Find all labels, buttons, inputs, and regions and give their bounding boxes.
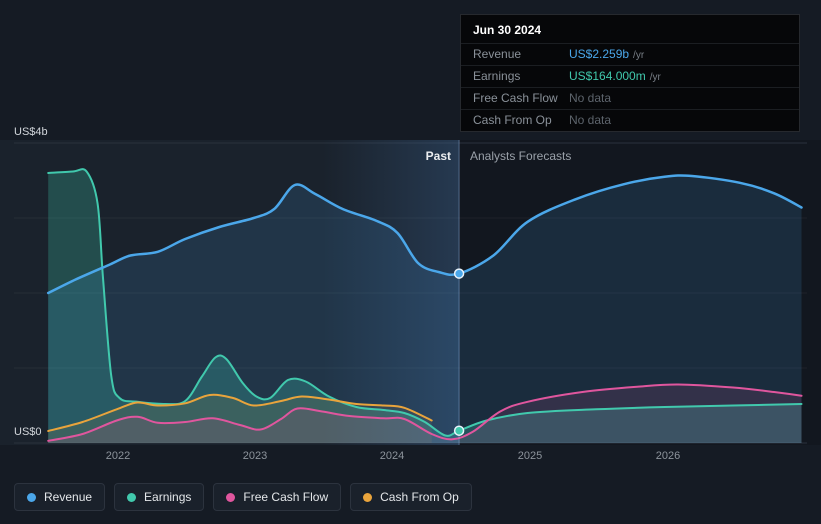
revenue-line	[46, 174, 803, 295]
tooltip-label-revenue: Revenue	[473, 47, 522, 61]
legend-label-cash-from-op: Cash From Op	[380, 490, 459, 504]
tooltip-row-revenue: Revenue US$2.259b /yr	[461, 43, 799, 65]
past-region-label: Past	[425, 149, 451, 163]
legend-label-earnings: Earnings	[144, 490, 192, 504]
earnings-line	[47, 168, 803, 437]
forecast-region-label: Analysts Forecasts	[470, 149, 572, 163]
x-tick-2022: 2022	[105, 450, 131, 462]
legend-label-free-cash-flow: Free Cash Flow	[243, 490, 329, 504]
legend-item-free-cash-flow[interactable]: Free Cash Flow	[213, 483, 342, 511]
plot-group	[46, 140, 803, 445]
tooltip-value-0: US$2.259b	[569, 47, 630, 61]
tooltip: Jun 30 2024 Revenue US$2.259b /yr Earnin…	[460, 14, 800, 132]
legend-item-earnings[interactable]: Earnings	[114, 483, 205, 511]
y-axis-top-label: US$4b	[14, 126, 48, 138]
tooltip-value-1: US$164.000m	[569, 69, 646, 83]
y-axis-zero-label: US$0	[14, 426, 42, 438]
tooltip-row-free-cash-flow: Free Cash Flow No data	[461, 87, 799, 109]
highlight-band	[322, 140, 460, 445]
tooltip-date: Jun 30 2024	[473, 23, 542, 37]
tooltip-label-earnings: Earnings	[473, 69, 521, 83]
cash-from-op-line	[47, 393, 433, 432]
revenue-marker[interactable]	[453, 268, 465, 279]
legend-item-cash-from-op[interactable]: Cash From Op	[350, 483, 472, 511]
tooltip-label-free-cash-flow: Free Cash Flow	[473, 91, 558, 105]
earnings-marker[interactable]	[453, 425, 465, 436]
legend-item-revenue[interactable]: Revenue	[14, 483, 106, 511]
x-tick-2026: 2026	[655, 450, 681, 462]
x-tick-2024: 2024	[379, 450, 405, 462]
tooltip-unit-1: /yr	[649, 72, 661, 83]
legend-dot-3	[363, 492, 373, 502]
legend-dot-1	[127, 492, 137, 502]
tooltip-value-2: No data	[569, 91, 612, 105]
tooltip-row-cash-from-op: Cash From Op No data	[461, 109, 799, 131]
tooltip-label-cash-from-op: Cash From Op	[473, 113, 552, 127]
tooltip-row-earnings: Earnings US$164.000m /yr	[461, 65, 799, 87]
free-cash-flow-line	[47, 383, 803, 442]
free-cash-flow-area	[48, 384, 802, 443]
legend-dot-0	[27, 492, 36, 502]
tooltip-value-3: No data	[569, 113, 612, 127]
x-tick-2023: 2023	[242, 450, 268, 462]
forecast-region-bg	[459, 140, 821, 445]
legend: Revenue Earnings Free Cash Flow Cash Fro…	[14, 483, 472, 511]
legend-dot-2	[226, 492, 236, 502]
x-tick-2025: 2025	[517, 450, 543, 462]
legend-label-revenue: Revenue	[44, 490, 93, 504]
tooltip-unit-0: /yr	[633, 50, 645, 61]
